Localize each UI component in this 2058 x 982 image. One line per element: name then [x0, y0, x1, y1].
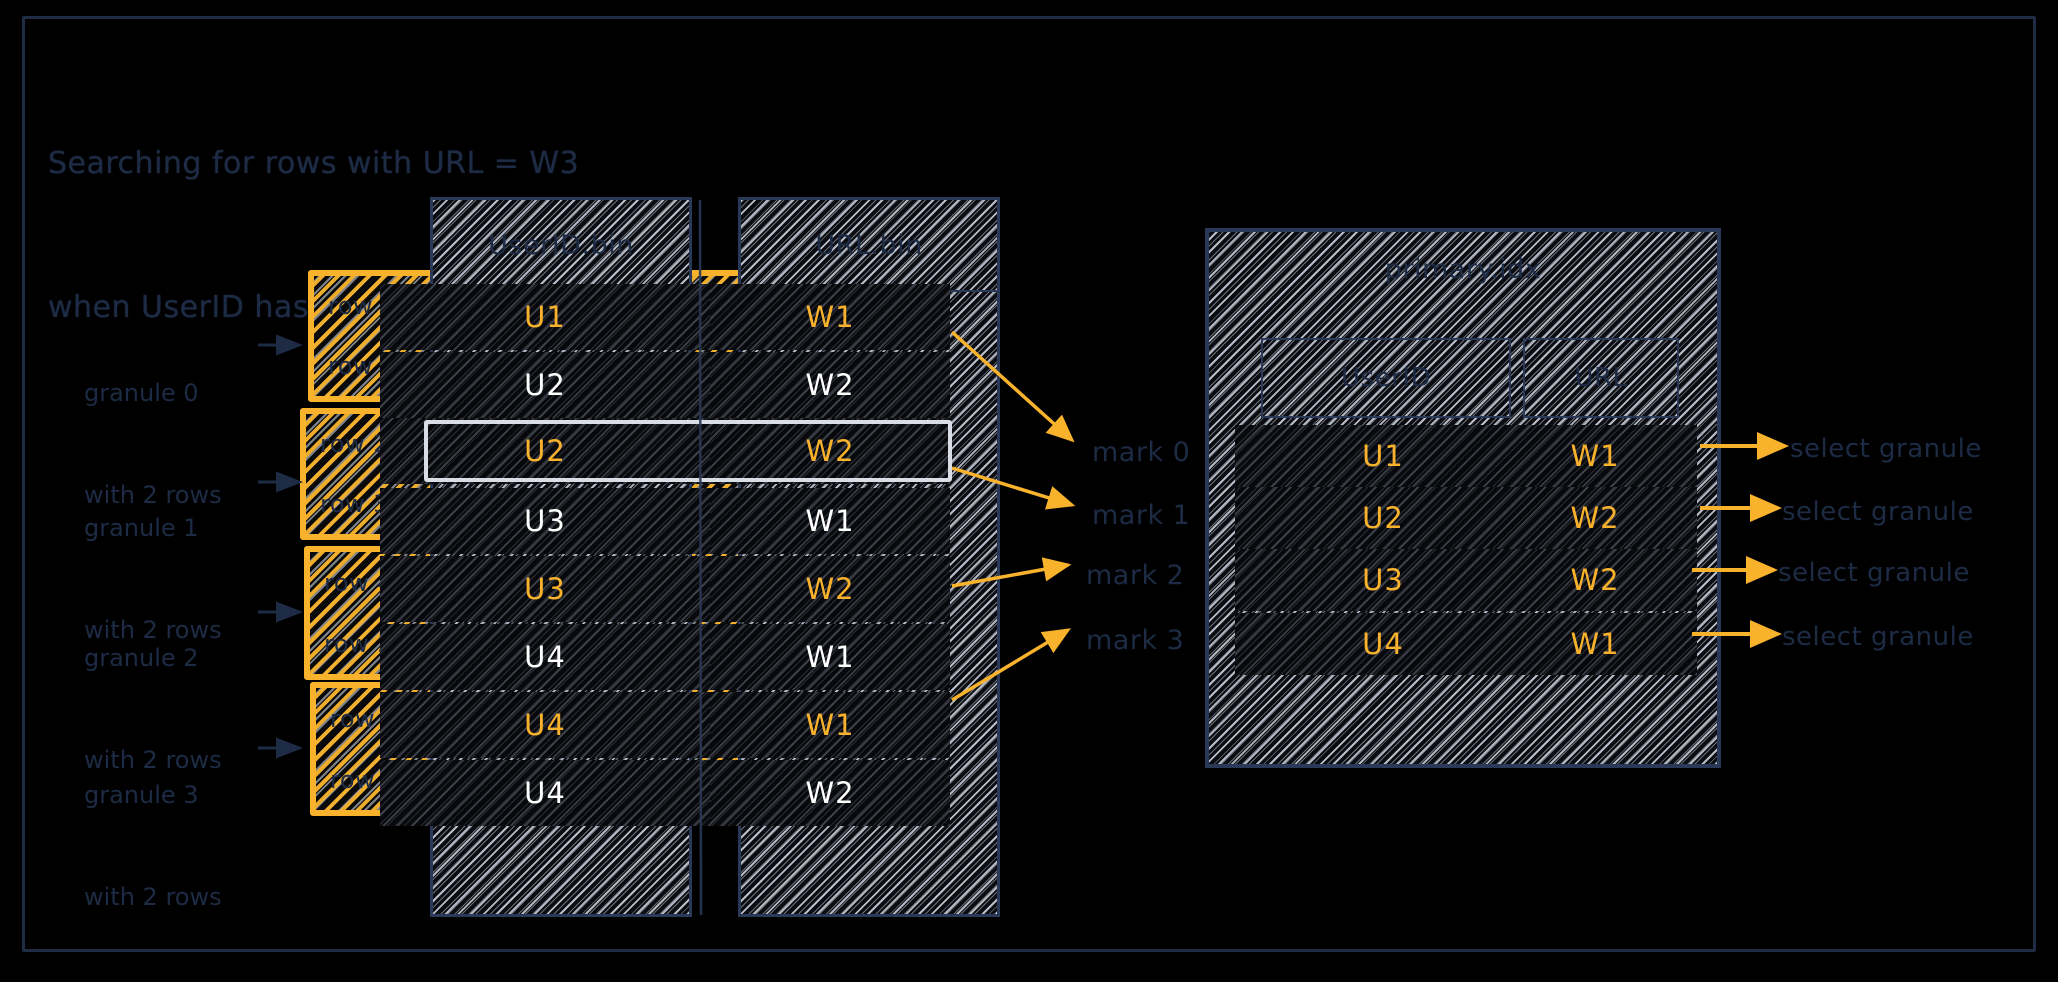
primary-index-cell-url: W1	[1570, 439, 1620, 473]
data-cell-userid-row1: U2	[380, 352, 710, 418]
select-granule-label-0: select granule	[1790, 434, 1982, 464]
primary-index-cell-userid: U3	[1362, 563, 1404, 597]
page-title-line-1: Searching for rows with URL = W3	[48, 146, 580, 181]
row-label: row 2	[320, 430, 390, 458]
primary-index-row-2: U3 W2	[1235, 549, 1697, 611]
data-cell-userid-row4: U3	[380, 556, 710, 622]
column-header-url-bin: URL.bin	[741, 200, 997, 292]
mark-label-3: mark 3	[1086, 625, 1185, 656]
data-cell-url-row1: W2	[710, 352, 950, 418]
row-label: row 3	[320, 490, 390, 518]
data-cell-url-row6: W1	[710, 692, 950, 758]
granule-caption-1-line2: with 2 rows	[84, 616, 222, 644]
data-cell-url-row0: W1	[710, 284, 950, 350]
data-cell-userid-row5: U4	[380, 624, 710, 690]
data-cell-userid-row7: U4	[380, 760, 710, 826]
mark-label-0: mark 0	[1092, 437, 1191, 468]
data-cell-url-row5: W1	[710, 624, 950, 690]
page-title: Searching for rows with URL = W3 when Us…	[48, 44, 579, 428]
granule-caption-0: granule 0 with 2 rows	[84, 308, 222, 580]
primary-index-cell-userid: U2	[1362, 501, 1404, 535]
primary-index-title: primary.idx	[1384, 254, 1542, 285]
granule-caption-3-line2: with 2 rows	[84, 883, 222, 911]
primary-index-row-3: U4 W1	[1235, 613, 1697, 675]
granule-caption-2-line1: granule 2	[84, 644, 199, 672]
granule-caption-2-line2: with 2 rows	[84, 746, 222, 774]
granule-caption-1-line1: granule 1	[84, 514, 199, 542]
granule-caption-0-line2: with 2 rows	[84, 481, 222, 509]
primary-index-cell-url: W1	[1570, 627, 1620, 661]
select-granule-label-1: select granule	[1782, 497, 1974, 527]
granule-1-row-labels: row 2 row 3	[320, 414, 460, 534]
column-header-userid-bin: UserID.bin	[433, 200, 689, 292]
primary-index-row-0: U1 W1	[1235, 425, 1697, 487]
granule-caption-1: granule 1 with 2 rows	[84, 443, 222, 715]
data-cell-url-row7: W2	[710, 760, 950, 826]
data-cell-url-row2: W2	[710, 418, 950, 484]
primary-index-header-userid: UserID	[1261, 338, 1511, 418]
primary-index-cell-userid: U1	[1362, 439, 1404, 473]
data-cell-url-row3: W1	[710, 488, 950, 554]
granule-caption-3-line1: granule 3	[84, 781, 199, 809]
mark-label-2: mark 2	[1086, 560, 1185, 591]
primary-index-cell-userid: U4	[1362, 627, 1404, 661]
primary-index-cell-url: W2	[1570, 501, 1620, 535]
mark-label-1: mark 1	[1092, 500, 1191, 531]
select-granule-label-2: select granule	[1778, 558, 1970, 588]
primary-index-header-url: URL	[1523, 338, 1679, 418]
primary-index-cell-url: W2	[1570, 563, 1620, 597]
data-cell-url-row4: W2	[710, 556, 950, 622]
data-cell-userid-row0: U1	[380, 284, 710, 350]
primary-index-headers: UserID URL	[1261, 338, 1679, 418]
granule-caption-2: granule 2 with 2 rows	[84, 573, 222, 845]
primary-index-row-1: U2 W2	[1235, 487, 1697, 549]
data-cell-userid-row3: U3	[380, 488, 710, 554]
granule-caption-3: granule 3 with 2 rows	[84, 710, 222, 982]
granule-caption-0-line1: granule 0	[84, 379, 199, 407]
data-cell-userid-row2: U2	[380, 418, 710, 484]
select-granule-label-3: select granule	[1782, 622, 1974, 652]
data-cell-userid-row6: U4	[380, 692, 710, 758]
